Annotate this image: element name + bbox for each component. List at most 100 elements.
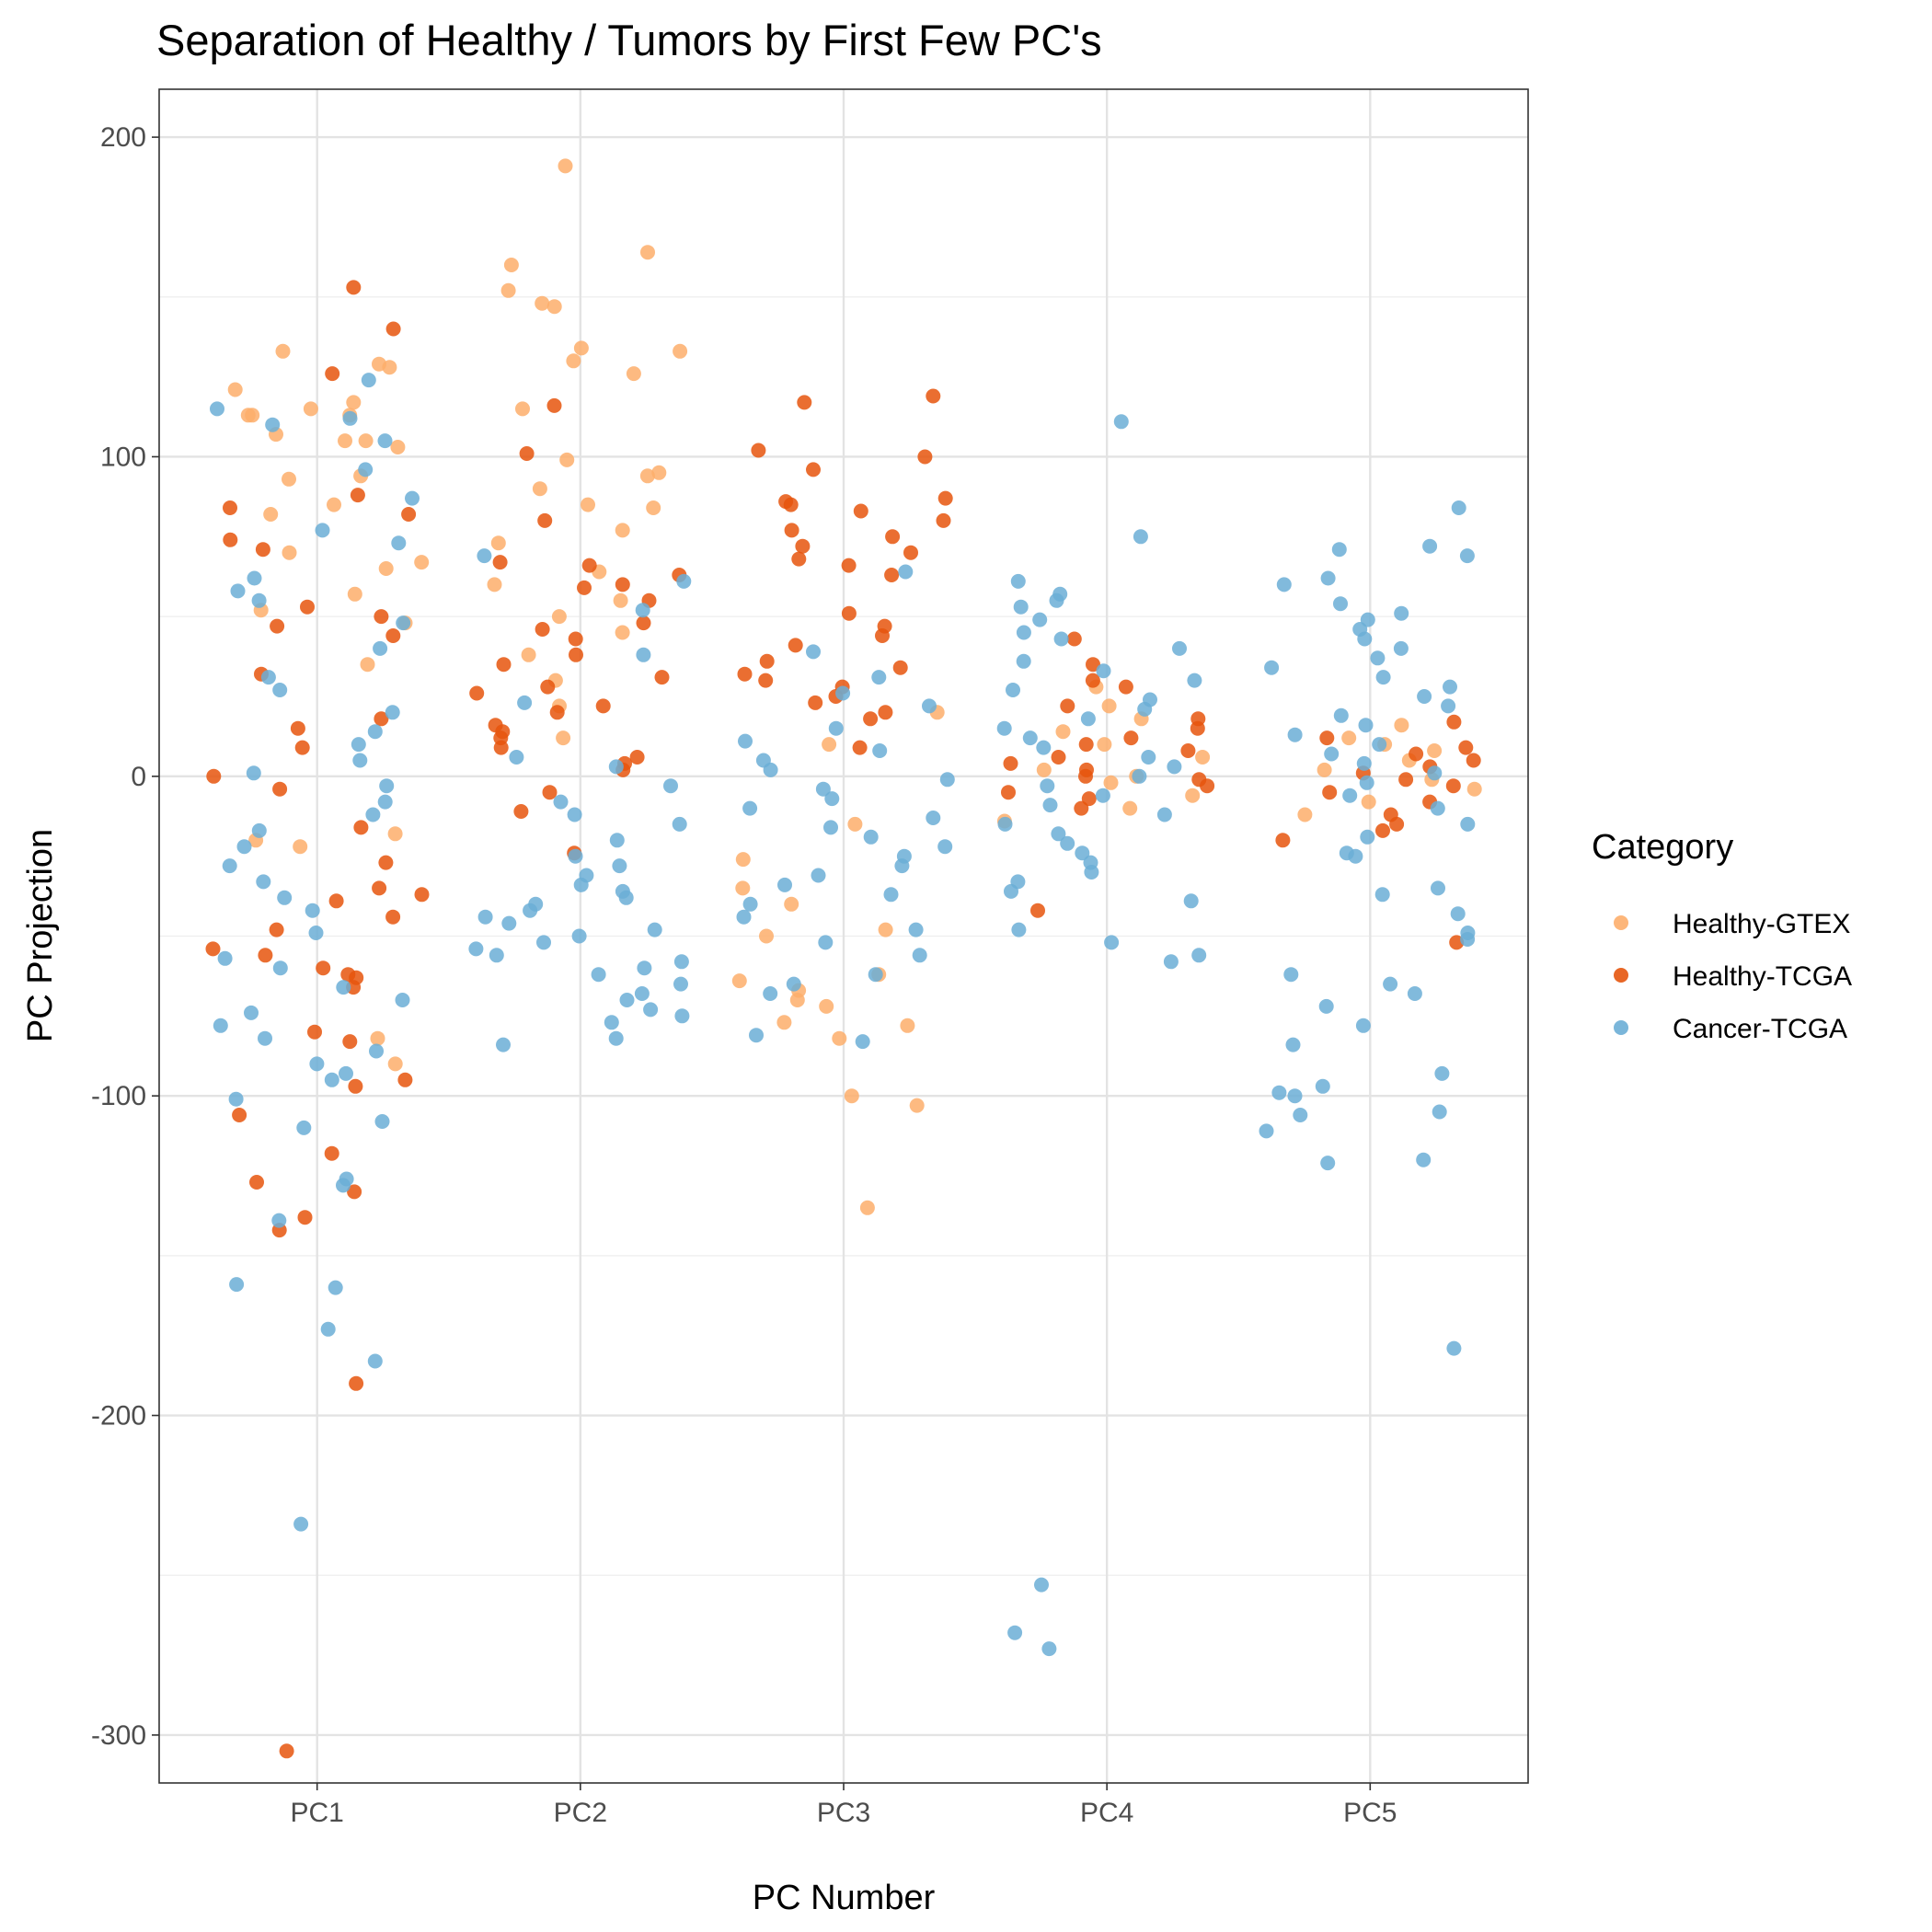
y-tick-label: 0 (131, 762, 146, 792)
data-point (387, 1056, 403, 1072)
data-point (629, 750, 645, 765)
data-point (500, 282, 516, 298)
data-point (1123, 730, 1139, 746)
data-point (1085, 673, 1100, 688)
data-point (676, 573, 692, 589)
data-point (251, 822, 267, 838)
y-tick-label: 100 (100, 442, 146, 472)
data-point (643, 1002, 659, 1018)
data-point (619, 993, 635, 1007)
data-point (1104, 935, 1120, 950)
data-point (1191, 948, 1207, 963)
data-point (581, 558, 597, 573)
data-point (1348, 848, 1363, 864)
data-point (469, 685, 485, 701)
data-point (789, 993, 805, 1007)
data-point (608, 759, 624, 775)
data-point (1333, 707, 1349, 723)
data-point (346, 280, 362, 295)
data-point (1084, 865, 1099, 880)
data-point (784, 896, 799, 912)
data-point (1137, 701, 1153, 717)
data-point (1264, 660, 1280, 675)
data-point (672, 816, 687, 832)
data-point (336, 1178, 351, 1193)
data-point (378, 855, 394, 870)
data-point (1183, 893, 1199, 909)
data-point (604, 1015, 619, 1030)
data-point (271, 1213, 287, 1228)
data-point (535, 622, 550, 637)
data-point (1122, 800, 1138, 816)
data-point (414, 555, 430, 570)
data-point (1086, 657, 1100, 673)
data-point (1006, 683, 1020, 697)
data-point (636, 615, 651, 631)
data-point (272, 781, 288, 797)
data-point (1034, 1577, 1049, 1593)
data-point (236, 839, 252, 855)
data-point (613, 592, 628, 608)
data-point (1133, 529, 1148, 545)
data-point (855, 1034, 870, 1050)
data-point (246, 765, 261, 781)
data-point (1060, 835, 1075, 851)
data-point (385, 321, 401, 337)
data-point (900, 1018, 915, 1033)
data-point (608, 1030, 624, 1046)
data-point (336, 980, 351, 995)
data-point (1360, 829, 1375, 845)
data-point (1460, 816, 1476, 832)
data-point (637, 960, 652, 976)
data-point (256, 874, 271, 890)
data-point (501, 915, 517, 931)
data-point (532, 481, 547, 497)
data-point (282, 471, 296, 487)
data-point (260, 670, 276, 685)
data-point (1459, 548, 1475, 564)
data-point (1032, 612, 1048, 627)
data-point (742, 896, 758, 912)
data-point (328, 893, 344, 909)
data-point (1416, 1152, 1432, 1167)
data-point (1297, 807, 1313, 822)
data-point (615, 625, 630, 640)
data-point (277, 890, 293, 905)
data-point (822, 737, 837, 753)
data-point (1163, 954, 1179, 970)
data-point (559, 452, 575, 467)
data-point (348, 1078, 363, 1094)
data-point (647, 922, 662, 937)
data-point (1375, 822, 1390, 838)
data-point (1315, 1078, 1330, 1094)
data-point (347, 1184, 362, 1200)
data-point (1053, 631, 1069, 647)
data-point (1361, 794, 1376, 810)
data-point (1393, 640, 1409, 656)
data-point (1049, 592, 1064, 608)
data-point (1450, 906, 1466, 922)
data-point (258, 948, 273, 963)
data-point (378, 561, 394, 576)
data-point (673, 343, 688, 359)
data-point (496, 657, 512, 673)
data-point (269, 922, 284, 937)
data-point (390, 440, 406, 454)
data-point (1394, 605, 1409, 621)
data-point (912, 948, 927, 963)
data-point (937, 839, 953, 855)
data-point (367, 724, 383, 740)
data-point (751, 443, 766, 458)
data-point (320, 1321, 336, 1337)
data-point (1022, 730, 1038, 746)
data-point (615, 577, 630, 592)
data-point (1172, 640, 1187, 656)
data-point (835, 685, 851, 701)
data-point (1080, 711, 1096, 727)
data-point (258, 1030, 272, 1046)
data-point (325, 366, 340, 382)
data-point (523, 903, 538, 918)
data-point (537, 512, 553, 528)
data-point (377, 433, 393, 449)
data-point (654, 670, 670, 685)
